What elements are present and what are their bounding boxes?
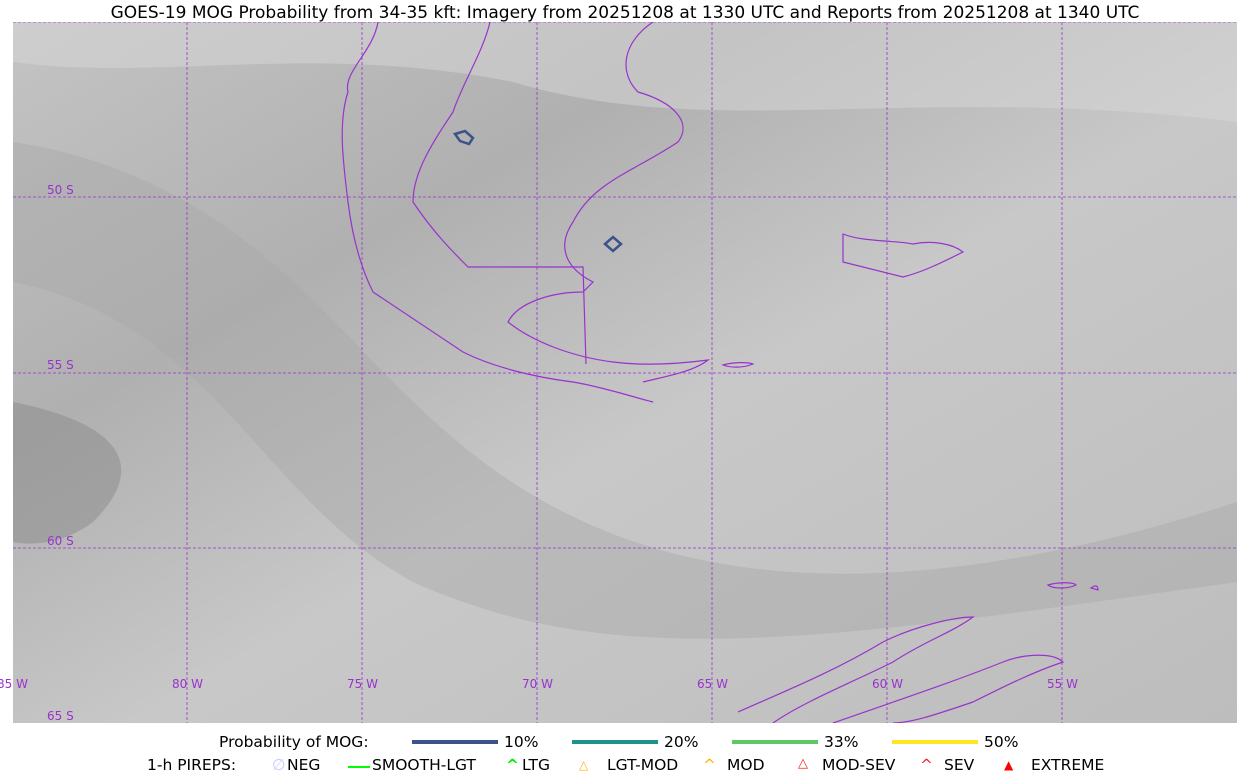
probability-legend-title: Probability of MOG:	[219, 733, 369, 751]
legend-label-20: 20%	[664, 733, 699, 751]
pirep-legend-title: 1-h PIREPS:	[147, 756, 237, 774]
neg-icon: ∅	[272, 756, 286, 774]
contour-10pct	[603, 235, 623, 253]
dry-band	[13, 142, 1237, 639]
lon-label: 55 W	[1047, 677, 1078, 691]
lon-label: 85 W	[0, 677, 28, 691]
cloud-band	[13, 22, 1237, 122]
graticule	[13, 22, 1237, 723]
legend-swatch-20	[572, 740, 658, 744]
lat-label: 65 S	[47, 709, 74, 723]
lon-label: 75 W	[347, 677, 378, 691]
lon-label: 70 W	[522, 677, 553, 691]
extreme-icon: ▲	[1004, 758, 1014, 772]
mod-icon: ^	[703, 756, 716, 774]
legend-swatch-50	[892, 740, 978, 744]
coastlines	[341, 22, 1099, 723]
map-title: GOES-19 MOG Probability from 34-35 kft: …	[110, 3, 1140, 23]
legend-label-smooth-lgt: SMOOTH-LGT	[372, 756, 476, 774]
legend-label-extreme: EXTREME	[1031, 756, 1105, 774]
legend-label-ltg: LTG	[522, 756, 550, 774]
legend-label-33: 33%	[824, 733, 859, 751]
lon-label: 80 W	[172, 677, 203, 691]
legend-label-mod: MOD	[727, 756, 765, 774]
lon-label: 60 W	[872, 677, 903, 691]
legend-label-10: 10%	[504, 733, 539, 751]
mod-sev-icon: △	[798, 756, 808, 771]
sev-icon: ^	[920, 756, 933, 774]
contour-10pct	[452, 129, 475, 146]
dry-band-2	[13, 402, 122, 544]
legend-swatch-10	[412, 740, 498, 744]
legend-swatch-33	[732, 740, 818, 744]
satellite-map	[13, 22, 1237, 723]
lgt-mod-icon: △	[579, 758, 589, 772]
lat-label: 60 S	[47, 534, 74, 548]
legend-label-neg: NEG	[287, 756, 321, 774]
legend-label-sev: SEV	[944, 756, 975, 774]
lon-label: 65 W	[697, 677, 728, 691]
imagery-background	[13, 22, 1237, 723]
ltg-icon: ^	[506, 756, 519, 774]
lat-label: 50 S	[47, 183, 74, 197]
smooth-lgt-icon	[348, 766, 370, 768]
mog-probability-contours	[452, 129, 623, 253]
lat-label: 55 S	[47, 358, 74, 372]
legend-label-lgt-mod: LGT-MOD	[607, 756, 679, 774]
legend-label-mod-sev: MOD-SEV	[822, 756, 896, 774]
legend-label-50: 50%	[984, 733, 1019, 751]
